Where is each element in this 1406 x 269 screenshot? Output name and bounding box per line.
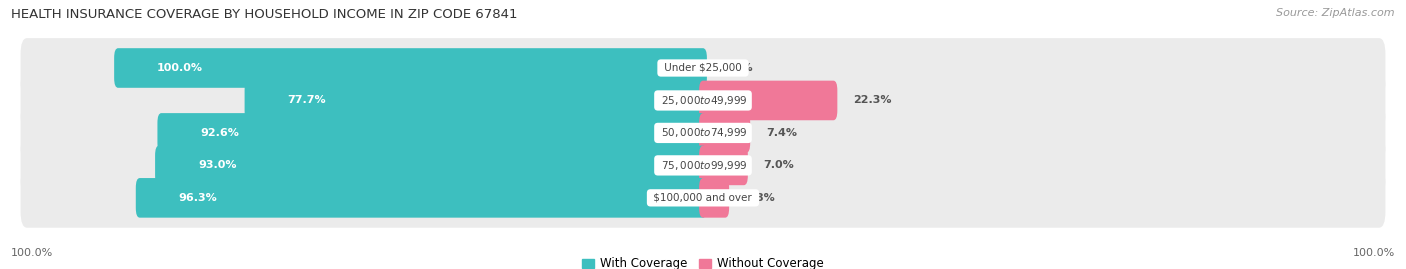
FancyBboxPatch shape xyxy=(245,81,707,120)
FancyBboxPatch shape xyxy=(21,70,1385,130)
Text: 92.6%: 92.6% xyxy=(200,128,239,138)
FancyBboxPatch shape xyxy=(21,168,1385,228)
FancyBboxPatch shape xyxy=(136,178,707,218)
Text: 100.0%: 100.0% xyxy=(1353,248,1395,258)
FancyBboxPatch shape xyxy=(699,146,748,185)
FancyBboxPatch shape xyxy=(21,136,1385,195)
Text: Under $25,000: Under $25,000 xyxy=(661,63,745,73)
Text: 93.0%: 93.0% xyxy=(198,160,236,170)
Legend: With Coverage, Without Coverage: With Coverage, Without Coverage xyxy=(578,253,828,269)
FancyBboxPatch shape xyxy=(157,113,707,153)
Text: 7.0%: 7.0% xyxy=(763,160,794,170)
FancyBboxPatch shape xyxy=(699,81,838,120)
Text: $100,000 and over: $100,000 and over xyxy=(651,193,755,203)
Text: $50,000 to $74,999: $50,000 to $74,999 xyxy=(658,126,748,139)
Text: 7.4%: 7.4% xyxy=(766,128,797,138)
Text: 100.0%: 100.0% xyxy=(11,248,53,258)
FancyBboxPatch shape xyxy=(114,48,707,88)
FancyBboxPatch shape xyxy=(699,178,730,218)
Text: Source: ZipAtlas.com: Source: ZipAtlas.com xyxy=(1277,8,1395,18)
Text: 96.3%: 96.3% xyxy=(179,193,218,203)
Text: $25,000 to $49,999: $25,000 to $49,999 xyxy=(658,94,748,107)
FancyBboxPatch shape xyxy=(21,103,1385,163)
FancyBboxPatch shape xyxy=(21,38,1385,98)
FancyBboxPatch shape xyxy=(699,113,751,153)
Text: HEALTH INSURANCE COVERAGE BY HOUSEHOLD INCOME IN ZIP CODE 67841: HEALTH INSURANCE COVERAGE BY HOUSEHOLD I… xyxy=(11,8,517,21)
Text: 100.0%: 100.0% xyxy=(157,63,202,73)
FancyBboxPatch shape xyxy=(155,146,707,185)
Text: $75,000 to $99,999: $75,000 to $99,999 xyxy=(658,159,748,172)
Text: 22.3%: 22.3% xyxy=(853,95,891,105)
Text: 0.0%: 0.0% xyxy=(723,63,754,73)
Text: 3.8%: 3.8% xyxy=(745,193,776,203)
Text: 77.7%: 77.7% xyxy=(287,95,326,105)
